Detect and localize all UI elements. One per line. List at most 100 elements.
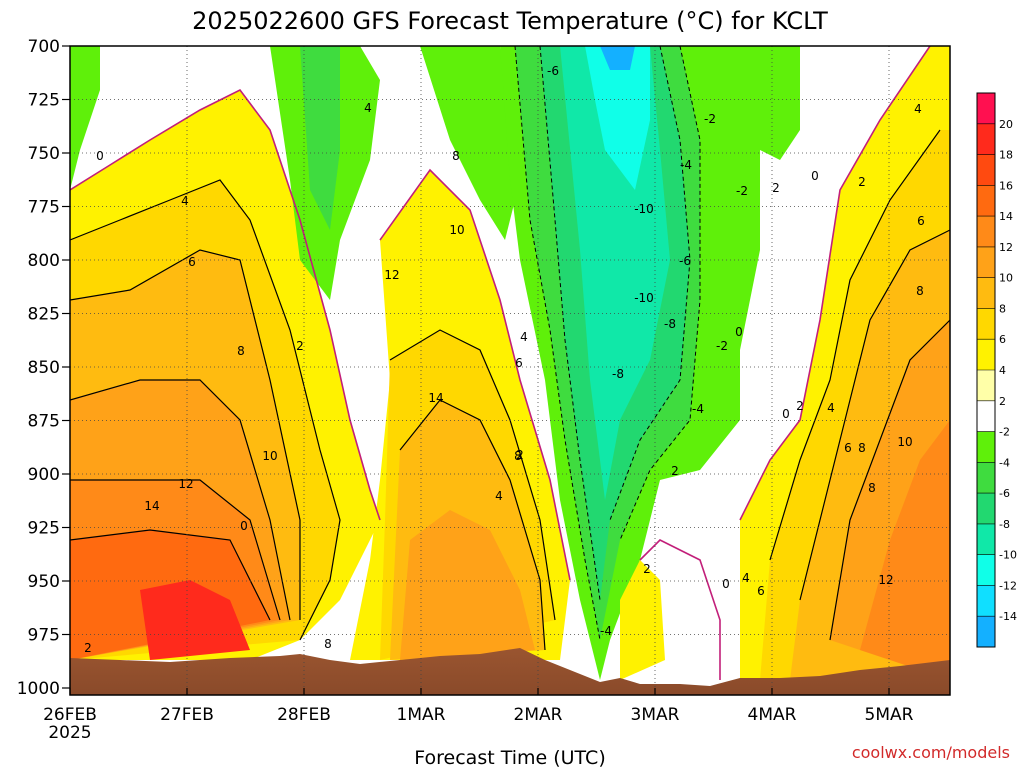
y-tick-label: 925 <box>28 519 60 539</box>
band-cold-10 <box>600 46 635 70</box>
colorbar-swatch <box>977 93 995 125</box>
colorbar-label: -6 <box>999 487 1010 500</box>
y-tick-label: 900 <box>28 465 60 485</box>
contour-label: 4 <box>742 571 750 585</box>
contour-label: 0 <box>735 325 743 339</box>
x-tick-year: 2025 <box>48 723 91 743</box>
colorbar: 20 18 16 14 12 10 8 6 4 2 -2 -4 -6 -8 -10 -12 -14 <box>976 92 1017 648</box>
colorbar-label: 16 <box>999 179 1013 192</box>
band-cold-11 <box>700 46 800 160</box>
y-tick-label: 700 <box>28 37 60 57</box>
contour-label: 6 <box>515 356 523 370</box>
colorbar-label: -12 <box>999 579 1017 592</box>
contour-label: -4 <box>680 158 692 172</box>
x-axis: 26FEB 27FEB 28FEB 1MAR 2MAR 3MAR 4MAR 5MAR 2025 <box>43 688 914 743</box>
x-tick-label: 27FEB <box>160 705 214 725</box>
contour-label: 0 <box>782 407 790 421</box>
contour-label: -10 <box>634 202 654 216</box>
y-tick-label: 975 <box>28 626 60 646</box>
band-cold-9 <box>585 46 650 190</box>
colorbar-label: 2 <box>999 395 1006 408</box>
colorbar-swatch <box>977 185 995 217</box>
y-tick-label: 800 <box>28 251 60 271</box>
contour-label: 12 <box>384 268 399 282</box>
x-tick-label: 3MAR <box>631 705 680 725</box>
colorbar-swatch <box>977 154 995 186</box>
contour-label: 0 <box>722 577 730 591</box>
y-axis: 700 725 750 775 800 825 850 875 900 925 950 975 1000 <box>17 37 70 699</box>
contour-label: -8 <box>612 367 624 381</box>
band-cold-left <box>70 46 100 190</box>
y-tick-label: 875 <box>28 412 60 432</box>
colorbar-label: 4 <box>999 364 1006 377</box>
y-tick-label: 750 <box>28 144 60 164</box>
contour-label: 10 <box>262 449 277 463</box>
y-tick-label: 950 <box>28 572 60 592</box>
colorbar-label: 20 <box>999 118 1013 131</box>
x-tick-label: 26FEB <box>43 705 97 725</box>
colorbar-label: -10 <box>999 549 1017 562</box>
y-tick-label: 775 <box>28 198 60 218</box>
contour-label: 8 <box>452 149 460 163</box>
colorbar-swatch <box>977 616 995 648</box>
contour-label: 8 <box>858 441 866 455</box>
y-tick-label: 725 <box>28 91 60 111</box>
chart-title: 2025022600 GFS Forecast Temperature (°C)… <box>192 7 828 35</box>
colorbar-label: -2 <box>999 426 1010 439</box>
colorbar-label: 8 <box>999 302 1006 315</box>
colorbar-swatch <box>977 123 995 156</box>
contour-label: 10 <box>449 223 464 237</box>
colorbar-swatch <box>977 431 995 463</box>
colorbar-label: 12 <box>999 241 1013 254</box>
contour-label: 6 <box>757 584 765 598</box>
band-cold-4 <box>420 46 520 240</box>
colorbar-label: 18 <box>999 149 1013 162</box>
contour-label: 6 <box>917 214 925 228</box>
contour-label: 0 <box>240 519 248 533</box>
contour-label: 0 <box>96 149 104 163</box>
contour-label: 12 <box>878 573 893 587</box>
contour-label: -4 <box>600 624 612 638</box>
colorbar-label: 10 <box>999 272 1013 285</box>
x-tick-label: 2MAR <box>514 705 563 725</box>
contour-label: 4 <box>364 101 372 115</box>
colorbar-swatch <box>977 246 995 279</box>
contour-labels: 046810121402481012142482468-6-2-4-10-6-8… <box>84 64 925 655</box>
colorbar-swatch <box>977 523 995 556</box>
contour-label: 8 <box>514 449 522 463</box>
contour-label: -2 <box>704 112 716 126</box>
colorbar-swatch <box>977 339 995 371</box>
colorbar-label: -4 <box>999 456 1010 469</box>
contour-label: 8 <box>237 344 245 358</box>
band-cold-3 <box>300 46 340 230</box>
plot-frame <box>69 45 951 696</box>
contours-positive <box>70 129 950 651</box>
contour-label: 12 <box>178 477 193 491</box>
contour-label: 2 <box>84 641 92 655</box>
grid <box>70 46 950 688</box>
band-warm-16 <box>860 420 950 680</box>
contour-label: -6 <box>679 254 691 268</box>
contour-label: 8 <box>916 284 924 298</box>
x-axis-label: Forecast Time (UTC) <box>414 747 605 768</box>
contour-label: 2 <box>858 175 866 189</box>
band-warm-11 <box>400 510 535 660</box>
contour-label: -2 <box>736 184 748 198</box>
contour-label: 14 <box>428 391 443 405</box>
colorbar-label: -14 <box>999 610 1017 623</box>
band-warm-17 <box>620 560 665 680</box>
colorbar-label: 6 <box>999 333 1006 346</box>
x-tick-label: 5MAR <box>865 705 914 725</box>
contour-label: 8 <box>324 637 332 651</box>
contour-label: 4 <box>495 489 503 503</box>
colorbar-swatch <box>977 554 995 586</box>
x-tick-label: 4MAR <box>748 705 797 725</box>
contour-label: 4 <box>520 330 528 344</box>
y-tick-label: 1000 <box>17 679 60 699</box>
colorbar-swatch <box>977 493 995 525</box>
contour-label: 8 <box>868 481 876 495</box>
contour-label: 6 <box>844 441 852 455</box>
band-warm-7 <box>140 580 250 660</box>
contours-zero <box>70 46 931 680</box>
